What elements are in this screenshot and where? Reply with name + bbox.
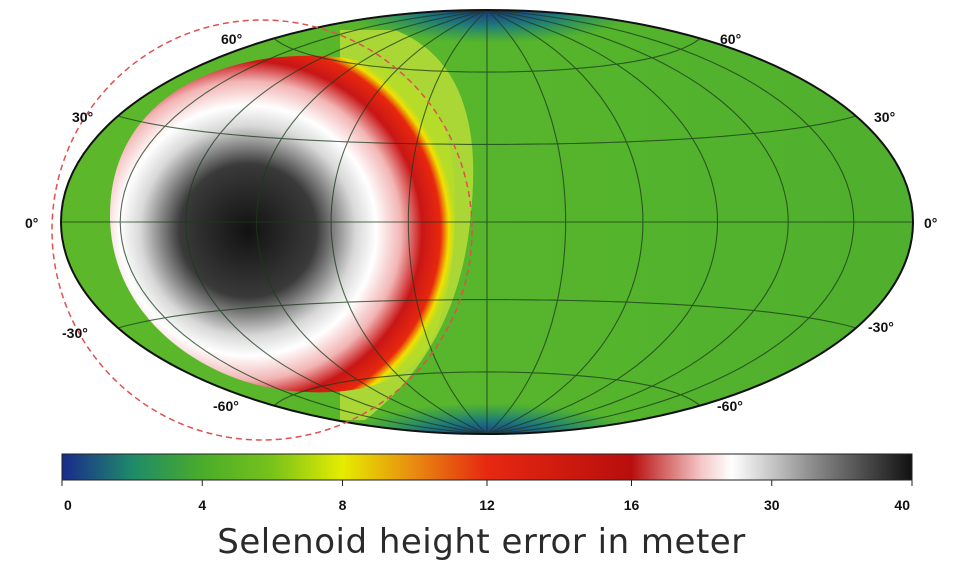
lat-label-left-minus60: -60° (213, 398, 239, 414)
colorbar-tick-label: 30 (764, 497, 780, 513)
colorbar-ticks: 0 4 8 12 16 30 40 (61, 480, 913, 513)
lat-label-left-minus30: -30° (62, 325, 88, 341)
lat-label-right-minus30: -30° (868, 319, 894, 335)
lat-label-left-0: 0° (25, 215, 38, 231)
colorbar (61, 453, 913, 481)
colorbar-tick-label: 8 (339, 497, 347, 513)
lat-label-left-60: 60° (221, 31, 242, 47)
graticule (61, 10, 913, 434)
parallel-line (117, 115, 857, 145)
lat-label-right-0: 0° (924, 215, 937, 231)
colorbar-tick-label: 16 (624, 497, 640, 513)
colorbar-tick-label: 0 (64, 497, 72, 513)
latitude-labels-right: 60° 30° 0° -30° -60° (717, 31, 937, 414)
map-body (61, 10, 913, 434)
lat-label-right-minus60: -60° (717, 398, 743, 414)
parallel-line (273, 371, 701, 407)
parallel-line (117, 299, 857, 329)
colorbar-caption: Selenoid height error in meter (217, 522, 746, 562)
map-outline (60, 9, 914, 435)
latitude-labels-left: 60° 30° 0° -30° -60° (25, 31, 242, 414)
colorbar-tick-label: 40 (894, 497, 910, 513)
colorbar-tick-label: 12 (479, 497, 495, 513)
error-region (110, 55, 456, 393)
landing-circle (51, 19, 473, 441)
parallel-line (273, 37, 701, 73)
lat-label-right-60: 60° (720, 31, 741, 47)
lat-label-left-30: 30° (72, 109, 93, 125)
colorbar-tick-label: 4 (198, 497, 206, 513)
lat-label-right-30: 30° (874, 109, 895, 125)
